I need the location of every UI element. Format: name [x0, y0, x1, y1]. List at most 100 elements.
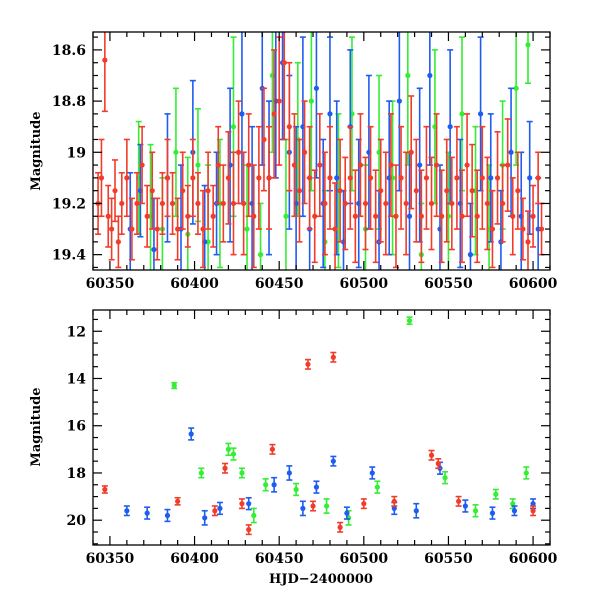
point-marker: [220, 200, 226, 207]
data-point: [426, 32, 433, 166]
data-point: [304, 358, 311, 370]
data-point: [360, 498, 367, 510]
data-point: [164, 138, 171, 218]
data-point: [433, 113, 440, 218]
point-marker: [403, 200, 409, 207]
point-marker: [261, 136, 267, 143]
data-point: [492, 488, 499, 500]
x-tick-label: 60450: [255, 551, 304, 567]
point-marker: [102, 486, 108, 493]
data-point: [382, 151, 389, 256]
point-marker: [464, 162, 470, 168]
point-marker: [124, 508, 130, 514]
data-point: [343, 506, 350, 520]
point-marker: [342, 200, 348, 207]
point-marker: [286, 470, 292, 476]
point-marker: [281, 60, 287, 66]
point-marker: [169, 200, 176, 207]
point-marker: [538, 226, 545, 232]
data-point: [330, 351, 337, 363]
point-marker: [515, 188, 521, 194]
data-point: [301, 100, 308, 205]
point-marker: [185, 213, 191, 219]
data-point: [509, 498, 516, 510]
data-point: [435, 457, 442, 470]
data-point: [189, 138, 196, 218]
top-panel-ylabel: Magnitude: [29, 111, 44, 190]
data-point: [299, 500, 306, 517]
x-tick-label: 60550: [424, 276, 473, 292]
data-point: [398, 125, 405, 230]
point-marker: [271, 482, 277, 488]
data-point: [174, 496, 181, 506]
bottom-panel: 60350 60400 60450 60500 60550 60600 12 14 16 18 20…: [29, 309, 558, 587]
y-tick-label: 12: [67, 324, 86, 340]
data-point: [408, 95, 415, 210]
point-marker: [246, 162, 252, 168]
point-marker: [180, 188, 186, 194]
point-marker: [235, 149, 242, 155]
bottom-panel-ylabel: Magnitude: [29, 387, 44, 466]
data-point: [458, 169, 465, 264]
point-marker: [105, 213, 111, 219]
data-point: [392, 164, 399, 269]
point-marker: [175, 226, 181, 232]
data-point: [108, 197, 115, 261]
data-point: [188, 427, 195, 441]
data-point: [250, 164, 257, 269]
point-marker: [230, 124, 237, 130]
data-point: [352, 169, 359, 264]
data-point: [216, 501, 223, 516]
data-point: [511, 505, 518, 517]
data-point: [271, 476, 278, 493]
point-marker: [500, 200, 506, 207]
data-point: [222, 462, 229, 474]
point-marker: [433, 162, 440, 168]
point-marker: [447, 124, 453, 130]
data-point: [357, 113, 364, 218]
point-marker: [459, 111, 465, 117]
data-point: [159, 171, 166, 235]
point-marker: [525, 239, 531, 245]
point-marker: [134, 200, 140, 207]
data-point: [154, 197, 161, 261]
point-marker: [112, 188, 118, 194]
point-marker: [151, 246, 157, 253]
point-marker: [124, 175, 130, 181]
data-point: [462, 499, 469, 513]
point-marker: [291, 162, 298, 168]
data-point: [316, 113, 323, 218]
point-marker: [459, 213, 465, 219]
point-marker: [347, 175, 353, 181]
point-marker: [159, 200, 165, 207]
top-panel: 60350 60400 60450 60500 60550 60600 18.6 18.8 19…: [29, 31, 558, 292]
point-marker: [239, 501, 245, 507]
point-marker: [337, 188, 343, 194]
data-point: [367, 125, 374, 230]
data-point: [538, 202, 545, 256]
point-marker: [119, 200, 125, 207]
data-point: [240, 151, 247, 256]
data-point: [149, 151, 156, 230]
point-marker: [334, 175, 340, 181]
data-point: [509, 177, 516, 256]
point-marker: [352, 213, 358, 219]
point-marker: [269, 446, 276, 452]
data-point: [123, 138, 130, 218]
data-point: [413, 502, 420, 519]
point-marker: [195, 162, 201, 168]
point-marker: [286, 124, 292, 130]
point-marker: [489, 510, 496, 516]
data-point: [377, 138, 384, 243]
data-point: [489, 506, 496, 520]
point-marker: [378, 188, 384, 194]
point-marker: [271, 111, 277, 117]
point-marker: [296, 188, 303, 194]
data-point: [220, 164, 227, 243]
point-marker: [520, 226, 526, 232]
y-tick-label: 16: [67, 419, 86, 435]
point-marker: [313, 484, 320, 490]
data-point: [455, 495, 462, 507]
point-marker: [406, 213, 413, 219]
data-point: [227, 87, 234, 243]
